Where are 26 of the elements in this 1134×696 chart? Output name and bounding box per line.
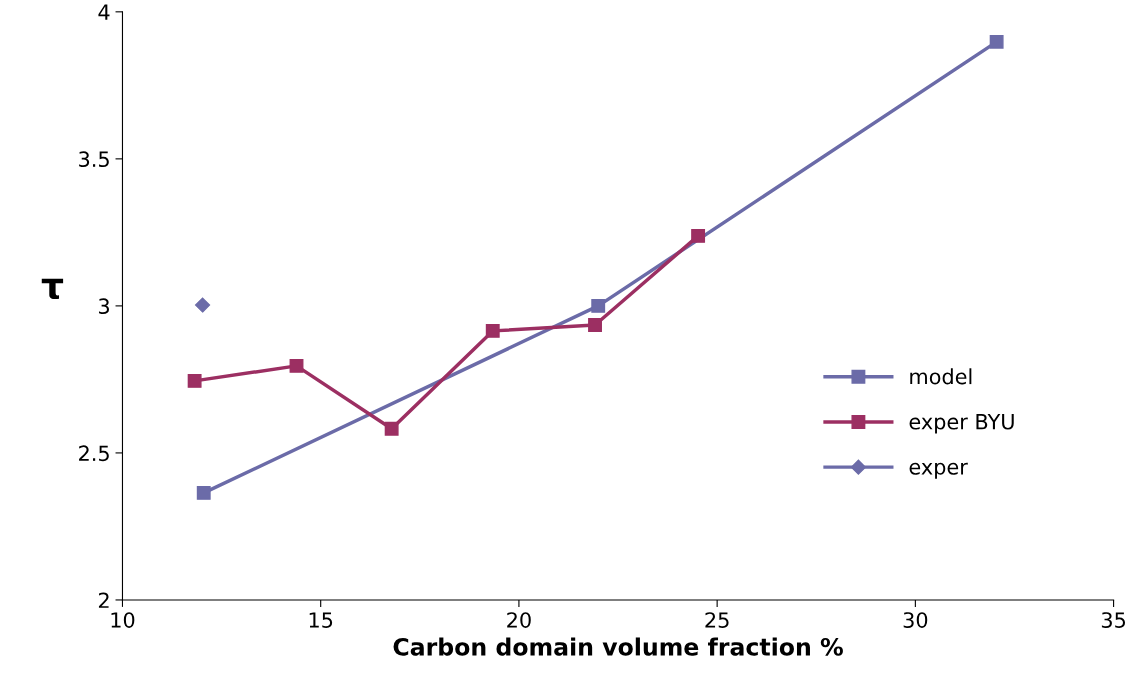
y-tick-label: 2 — [98, 592, 109, 608]
point — [196, 485, 211, 500]
point — [691, 228, 706, 243]
x-tick-label: 25 — [705, 612, 729, 628]
point — [289, 358, 304, 373]
x-axis-title: Carbon domain volume fraction % — [393, 637, 843, 656]
y-tick-label: 2.5 — [79, 445, 109, 462]
y-tick-label: 3.5 — [79, 151, 109, 168]
point — [194, 297, 211, 313]
x-tick-label: 30 — [903, 612, 928, 628]
point — [485, 323, 500, 338]
point — [989, 34, 1004, 49]
x-tick-label: 20 — [507, 612, 531, 628]
point — [187, 373, 202, 388]
legend-label: exper BYU — [909, 414, 1014, 434]
y-axis-title: τ — [41, 278, 64, 300]
legend-label: exper — [909, 462, 968, 479]
x-tick-label: 10 — [111, 612, 135, 628]
x-tick-label: 15 — [309, 612, 333, 628]
y-tick-label: 4 — [98, 4, 110, 20]
point — [591, 298, 606, 313]
x-tick-label: 35 — [1101, 612, 1126, 628]
point — [588, 318, 602, 332]
legend-label: model — [910, 368, 972, 385]
point — [384, 421, 399, 436]
y-tick-label: 3 — [99, 298, 109, 315]
